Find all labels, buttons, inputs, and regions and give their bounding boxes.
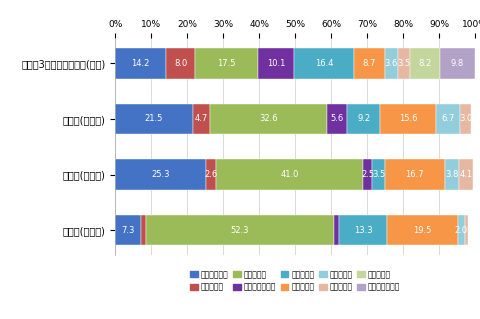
Bar <box>460 104 471 134</box>
Text: 19.5: 19.5 <box>413 226 432 234</box>
Bar <box>115 48 166 79</box>
Bar <box>459 159 473 190</box>
Bar <box>347 104 380 134</box>
Bar <box>445 159 459 190</box>
Text: 8.2: 8.2 <box>419 59 432 68</box>
Bar <box>334 215 339 245</box>
Text: 15.6: 15.6 <box>399 115 418 123</box>
Bar <box>115 159 206 190</box>
Text: 3.8: 3.8 <box>445 170 458 179</box>
Text: 3.5: 3.5 <box>372 170 385 179</box>
Bar <box>363 159 372 190</box>
Bar <box>440 48 475 79</box>
Bar <box>327 104 347 134</box>
Text: 3.5: 3.5 <box>397 59 411 68</box>
Bar <box>410 48 440 79</box>
Text: 2.6: 2.6 <box>204 170 217 179</box>
Bar <box>465 215 468 245</box>
Text: 52.3: 52.3 <box>231 226 249 234</box>
Bar <box>209 104 327 134</box>
Bar <box>353 48 385 79</box>
Text: 3.0: 3.0 <box>459 115 472 123</box>
Bar <box>436 104 460 134</box>
Bar <box>339 215 387 245</box>
Text: 8.0: 8.0 <box>174 59 187 68</box>
Bar <box>115 104 192 134</box>
Bar <box>166 48 195 79</box>
Text: 5.6: 5.6 <box>330 115 344 123</box>
Text: 32.6: 32.6 <box>259 115 277 123</box>
Bar <box>216 159 363 190</box>
Bar <box>295 48 353 79</box>
Text: 8.7: 8.7 <box>362 59 376 68</box>
Text: 7.3: 7.3 <box>121 226 135 234</box>
Text: 16.4: 16.4 <box>315 59 333 68</box>
Bar <box>385 48 398 79</box>
Text: 10.1: 10.1 <box>267 59 286 68</box>
Text: 3.6: 3.6 <box>384 59 398 68</box>
Text: 9.2: 9.2 <box>357 115 370 123</box>
Text: 4.1: 4.1 <box>459 170 473 179</box>
Text: 6.7: 6.7 <box>442 115 455 123</box>
Bar <box>206 159 216 190</box>
Text: 4.7: 4.7 <box>194 115 208 123</box>
Text: 16.7: 16.7 <box>406 170 424 179</box>
Bar <box>398 48 410 79</box>
Bar <box>146 215 334 245</box>
Bar <box>115 215 142 245</box>
Bar <box>192 104 209 134</box>
Bar <box>258 48 295 79</box>
Text: 41.0: 41.0 <box>280 170 299 179</box>
Bar <box>195 48 258 79</box>
Bar <box>380 104 436 134</box>
Text: 25.3: 25.3 <box>152 170 170 179</box>
Bar <box>372 159 385 190</box>
Bar <box>385 159 445 190</box>
Bar <box>457 215 465 245</box>
Legend: 北海道運輸局, 東北運輸局, 関東運輸局, 北陸信越運輸局, 中部運輸局, 近畑運輸局, 中国運輸局, 四国運輸局, 九州運輸局, 沖縄総合事務局: 北海道運輸局, 東北運輸局, 関東運輸局, 北陸信越運輸局, 中部運輸局, 近畑… <box>188 268 403 294</box>
Text: 21.5: 21.5 <box>144 115 163 123</box>
Text: 2.5: 2.5 <box>361 170 374 179</box>
Bar <box>142 215 146 245</box>
Text: 9.8: 9.8 <box>451 59 464 68</box>
Text: 14.2: 14.2 <box>132 59 150 68</box>
Bar <box>387 215 457 245</box>
Text: 13.3: 13.3 <box>354 226 373 234</box>
Text: 2.0: 2.0 <box>455 226 468 234</box>
Text: 17.5: 17.5 <box>217 59 236 68</box>
